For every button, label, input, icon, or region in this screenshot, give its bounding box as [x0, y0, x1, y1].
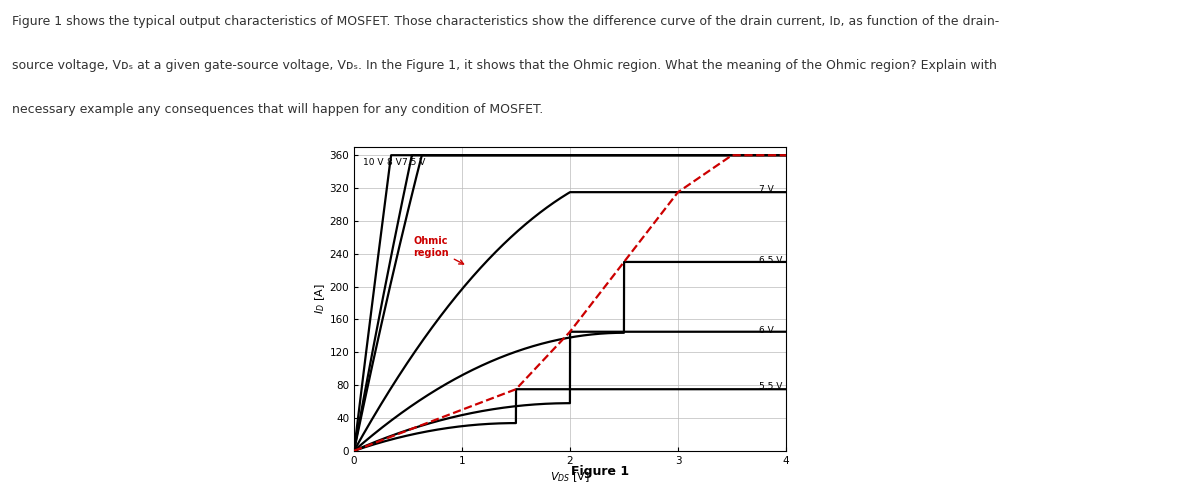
- Text: 7 V: 7 V: [760, 185, 774, 194]
- Text: 10 V: 10 V: [364, 158, 384, 168]
- Text: necessary example any consequences that will happen for any condition of MOSFET.: necessary example any consequences that …: [12, 103, 544, 116]
- Text: 8 V: 8 V: [386, 158, 401, 168]
- Text: source voltage, Vᴅₛ at a given gate-source voltage, Vᴅₛ. In the ​Figure 1, it sh: source voltage, Vᴅₛ at a given gate-sour…: [12, 59, 997, 72]
- Text: 7.5 V: 7.5 V: [402, 158, 425, 168]
- Text: Figure 1: Figure 1: [571, 465, 629, 478]
- Y-axis label: $I_D$ [A]: $I_D$ [A]: [313, 284, 326, 314]
- Text: 5.5 V: 5.5 V: [760, 382, 782, 391]
- Text: Ohmic
region: Ohmic region: [413, 236, 463, 264]
- Text: 6.5 V: 6.5 V: [760, 256, 782, 265]
- X-axis label: $V_{DS}$ [V]: $V_{DS}$ [V]: [550, 470, 590, 484]
- Text: Figure 1 shows the typical output characteristics of MOSFET. Those characteristi: Figure 1 shows the typical output charac…: [12, 15, 1000, 28]
- Text: 6 V: 6 V: [760, 325, 774, 335]
